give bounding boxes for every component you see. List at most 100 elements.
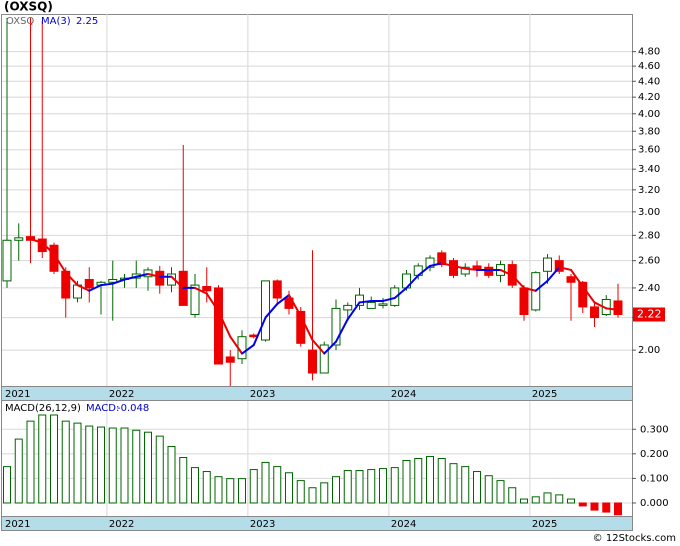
candle-body [237,336,247,360]
y-tick-label: 4.80 [638,47,660,58]
ma-line [64,271,79,287]
x-tick-label: 2024 [391,389,416,400]
candle-body [331,307,341,346]
macd-bar [285,472,293,504]
ma-line [123,275,138,281]
ma-line [511,274,525,289]
macd-bar [85,425,94,504]
y-tick-label: 4.60 [638,61,660,72]
macd-bar [555,494,564,504]
candle-body [366,301,376,309]
macd-bar [567,498,575,504]
chart-title: (OXSQ) [4,0,53,14]
grid [2,14,632,516]
candle-body [225,356,235,363]
x-axis-band [1,516,633,531]
macd-bar [531,496,540,504]
candle-body [425,257,435,268]
y-tick-label: 2.00 [638,345,660,356]
macd-bar [437,458,446,504]
ma-line [452,264,467,270]
candle-body [578,281,588,308]
candle-body [261,280,270,341]
ma-line [288,294,302,318]
marks [2,17,623,516]
macd-bar [38,414,47,504]
ma-line [53,253,67,274]
ma-line [382,297,396,302]
ma-line [241,344,255,355]
macd-bar [132,429,141,504]
macd-bar [191,467,199,504]
ma-line [264,302,279,319]
macd-bar [179,457,188,504]
ma-line [593,301,608,310]
y-tick-label: 3.20 [638,185,660,196]
y-tick-label: 4.40 [638,76,660,87]
macd-bar [390,467,399,504]
y-tick-label: 3.80 [638,126,660,137]
macd-bar [202,471,211,504]
ma-line [570,268,584,288]
legend-macd: MACD(26,12,9) [5,403,81,414]
candle-body [319,344,329,374]
ma-line [88,284,102,292]
macd-bar [343,470,352,504]
macd-bar [414,458,423,504]
ma-line [346,301,361,321]
legend-macd-label: MACD: [86,403,119,414]
ma-line [311,339,326,355]
ma-line [100,282,114,287]
ma-line [393,286,408,300]
y-tick-label: 3.40 [638,164,660,175]
macd-bar [508,487,517,504]
macd-bar [614,502,622,516]
y-tick-label: 4.20 [638,92,660,103]
macd-bar [249,469,258,504]
macd-bar [496,480,505,504]
candle-body [108,279,118,283]
macd-bar [108,427,117,504]
candle-body [155,270,165,286]
candle-body [296,310,306,344]
macd-bar [578,502,587,507]
ma-line [429,262,443,267]
y-tick-label: 0.300 [640,424,669,435]
ma-line [229,335,243,355]
ma-line [464,267,478,271]
candle-body [484,266,494,276]
ma-line [29,238,44,244]
candle-body [590,306,599,319]
macd-bar [367,469,376,504]
y-tick-label: 3.00 [638,207,660,218]
macd-bar [97,426,105,504]
macd-bar [484,475,493,504]
y-tick-label: 2.60 [638,256,660,267]
macd-bar [449,463,458,504]
macd-bar [3,466,11,504]
ma-line [194,286,208,295]
x-tick-label: 2023 [250,389,275,400]
macd-bar [61,420,70,504]
candle-body [519,287,529,316]
legend-macd-value: -0.048 [117,403,149,414]
legend-ma-value: 2.25 [76,16,98,27]
last-price-label: 2.22 [637,308,662,321]
macd-bar [238,478,246,504]
candle-body [449,260,458,276]
x-tick-label: 2025 [532,519,557,530]
ma-line [335,318,349,343]
x-tick-label: 2021 [5,389,30,400]
macd-bar [155,435,164,504]
ma-line [534,279,549,292]
macd-bar [167,445,176,504]
x-tick-label: 2023 [250,519,275,530]
candle-body [2,239,12,282]
macd-bar [308,487,317,504]
ma-line [546,266,561,282]
ma-line [523,286,537,292]
ma-line [111,278,126,285]
macd-bar [261,461,270,504]
ma-line [135,273,149,278]
